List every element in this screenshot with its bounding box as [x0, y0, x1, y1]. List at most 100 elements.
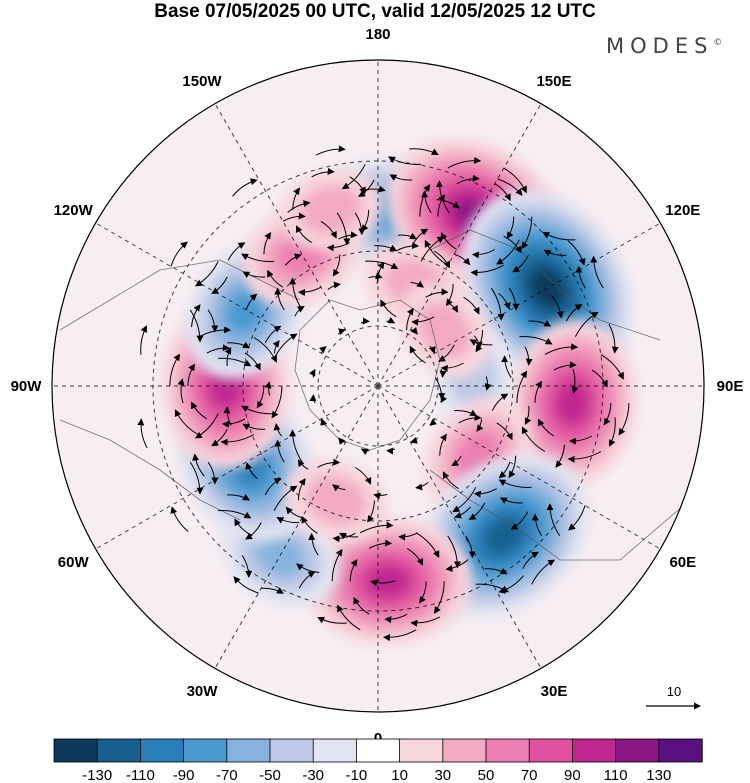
wind-arrow: [319, 346, 327, 354]
wind-arrow: [490, 287, 505, 321]
colorbar-swatch: [226, 738, 271, 763]
wind-arrow: [458, 414, 482, 424]
wind-arrow: [273, 333, 298, 359]
wind-arrow: [439, 368, 447, 378]
wind-arrow: [498, 461, 511, 479]
anomaly-17: [399, 282, 491, 378]
colorbar-tick-label: -130: [82, 767, 112, 783]
wind-arrow: [222, 418, 246, 428]
wind-arrow: [410, 437, 419, 444]
wind-arrow: [320, 418, 327, 427]
colorbar-swatch: [139, 738, 185, 763]
wind-arrow: [440, 394, 448, 404]
wind-arrow: [491, 393, 509, 411]
wind-arrow: [315, 145, 346, 156]
wind-arrow: [451, 455, 462, 467]
wind-arrow: [498, 293, 511, 310]
wind-arrow: [521, 216, 533, 250]
wind-arrow: [327, 281, 341, 290]
meridian-line: [377, 222, 661, 387]
wind-arrow: [267, 269, 284, 288]
wind-arrow: [608, 323, 619, 354]
colorbar-tick-label: 110: [604, 767, 628, 783]
wind-arrow: [618, 402, 630, 436]
wind-arrow: [224, 347, 232, 367]
wind-arrow: [452, 487, 477, 513]
longitude-label: 30W: [187, 683, 219, 700]
wind-arrow: [174, 409, 199, 435]
wind-arrow: [609, 417, 616, 447]
wind-arrow: [474, 335, 483, 349]
wind-arrow: [263, 231, 272, 255]
wind-arrow: [600, 354, 624, 380]
wind-arrow: [410, 616, 441, 627]
wind-arrow: [439, 433, 447, 456]
wind-arrow: [368, 539, 393, 549]
wind-arrow: [287, 200, 311, 213]
wind-arrow: [543, 249, 567, 257]
wind-arrow: [297, 478, 306, 501]
wind-arrow: [274, 439, 285, 463]
anomaly-14: [278, 168, 383, 251]
wind-arrow: [544, 343, 579, 356]
colorbar-swatch: [572, 738, 617, 763]
anomaly-8: [304, 517, 473, 646]
wind-arrow: [603, 402, 612, 426]
wind-arrow: [207, 309, 219, 333]
wind-arrow: [531, 559, 556, 585]
wind-arrow: [361, 209, 370, 232]
wind-arrow: [445, 559, 469, 572]
wind-arrow: [297, 459, 309, 470]
wind-arrow: [137, 418, 148, 449]
wind-arrow: [272, 340, 280, 354]
wind-arrow: [475, 330, 484, 353]
wind-arrow: [320, 220, 337, 239]
colorbar: -130 -110 -90 -70 -50 -30 -10 10 30 50 70 90 110 130: [53, 738, 703, 783]
wind-arrow: [419, 581, 427, 604]
land-outline: [59, 229, 691, 561]
wind-arrow: [349, 559, 358, 582]
wind-arrow: [374, 244, 397, 252]
wind-arrow: [508, 287, 520, 311]
wind-arrow: [499, 497, 523, 504]
wind-arrow: [292, 187, 300, 210]
wind-arrow: [170, 241, 188, 267]
wind-arrow: [524, 346, 533, 366]
wind-arrow: [575, 265, 586, 289]
wind-arrow: [245, 293, 258, 311]
wind-arrow: [503, 235, 522, 254]
brand-text: MODES: [606, 34, 714, 58]
wind-arrow: [298, 571, 316, 589]
wind-arrow: [425, 288, 449, 298]
wind-arrow: [241, 555, 253, 578]
wind-arrow: [232, 178, 258, 197]
wind-arrow: [189, 309, 204, 343]
colorbar-tick-label: 130: [646, 767, 671, 783]
wind-arrow: [438, 344, 455, 362]
wind-arrow: [192, 453, 205, 477]
meridian-line: [95, 222, 379, 387]
wind-arrow: [470, 264, 505, 277]
wind-arrow: [463, 296, 480, 315]
wind-arrow: [274, 287, 285, 311]
wind-arrow: [317, 617, 347, 624]
wind-arrow: [169, 353, 181, 387]
colorbar-tick-label: 70: [521, 767, 538, 783]
colorbar-swatch: [269, 738, 314, 763]
longitude-label: 0: [374, 730, 382, 747]
wind-arrow: [331, 548, 343, 582]
colorbar-tick-label: 30: [434, 767, 451, 783]
wind-vectors: [137, 145, 630, 642]
wind-arrow: [370, 579, 396, 587]
wind-arrow: [473, 488, 497, 498]
wind-arrow: [546, 503, 561, 537]
longitude-labels: 180 150E 120E 90E 60E 30E 0 30W 60W 90W 120W 150W: [11, 26, 744, 747]
wind-arrow: [501, 355, 512, 378]
colorbar-tick-label: -70: [216, 767, 238, 783]
wind-arrow: [551, 295, 564, 319]
wind-arrow: [242, 423, 266, 431]
wind-arrow: [276, 517, 300, 524]
wind-arrow: [309, 394, 317, 404]
wind-arrow: [574, 311, 599, 337]
